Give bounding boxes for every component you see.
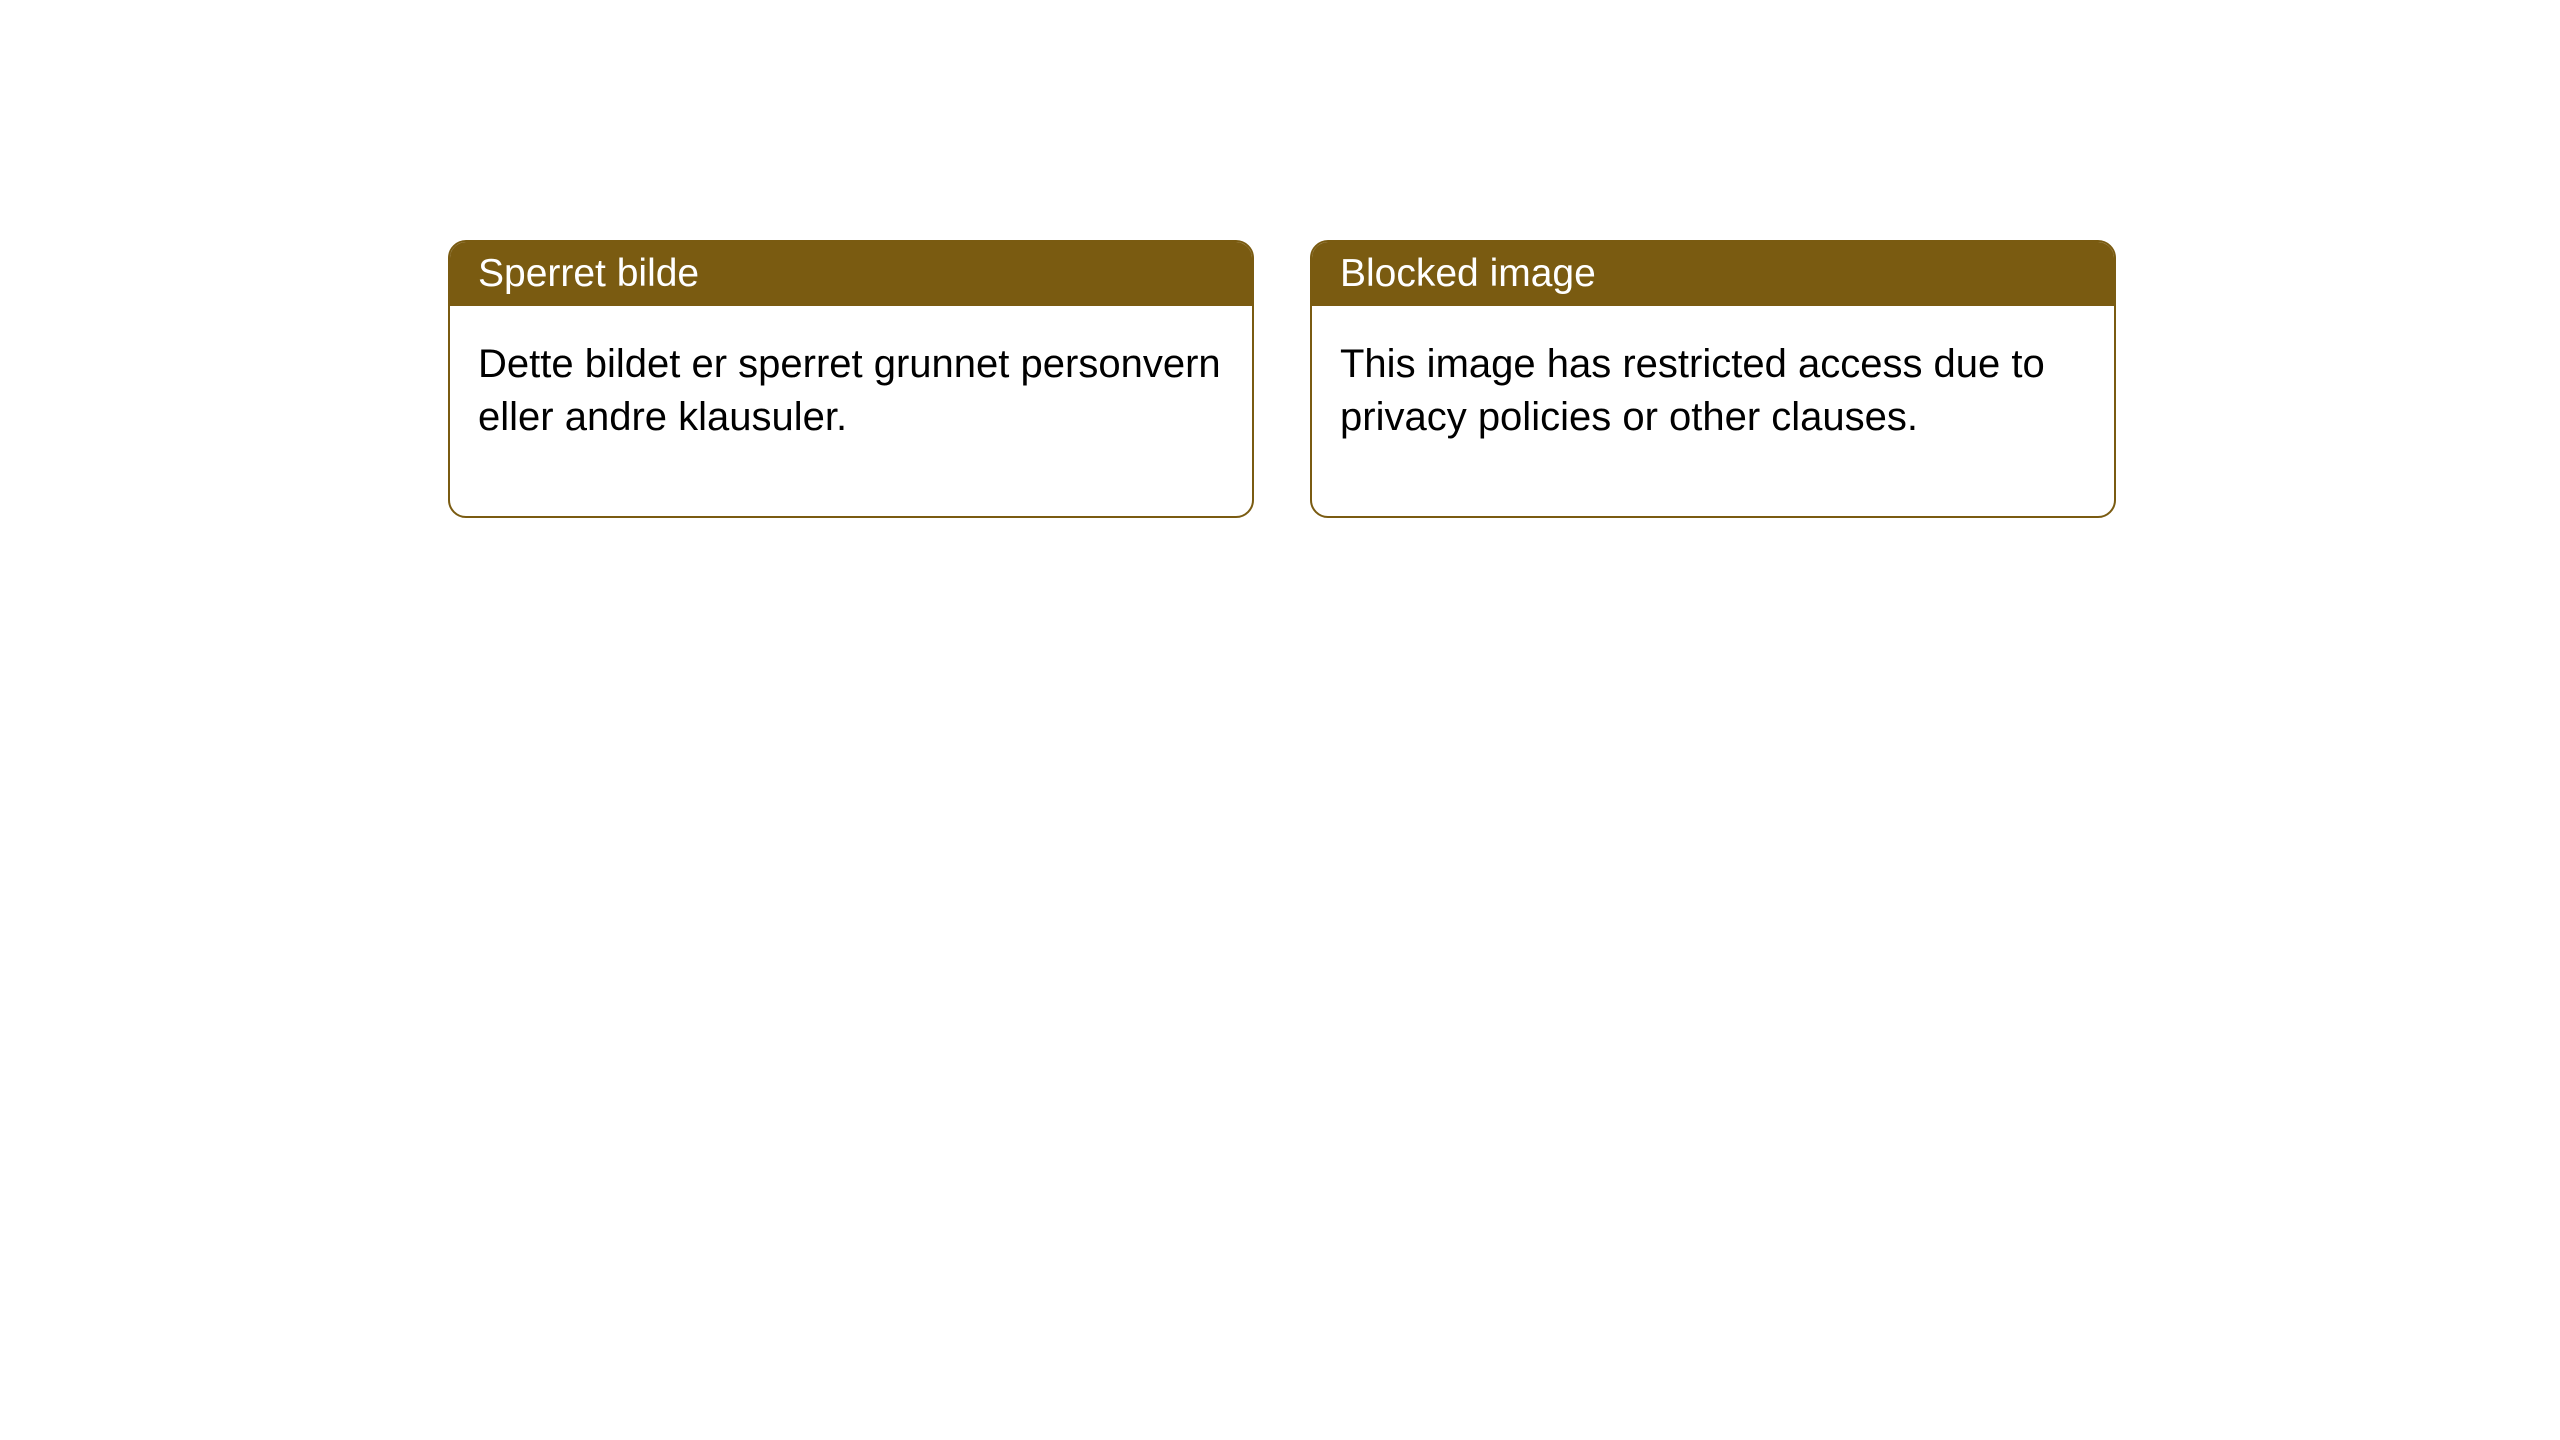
blocked-image-card-norwegian: Sperret bilde Dette bildet er sperret gr…: [448, 240, 1254, 518]
card-body-english: This image has restricted access due to …: [1312, 306, 2114, 516]
card-header-norwegian: Sperret bilde: [450, 242, 1252, 306]
card-message-norwegian: Dette bildet er sperret grunnet personve…: [478, 342, 1221, 439]
card-title-norwegian: Sperret bilde: [478, 252, 699, 295]
blocked-image-card-english: Blocked image This image has restricted …: [1310, 240, 2116, 518]
card-title-english: Blocked image: [1340, 252, 1596, 295]
card-header-english: Blocked image: [1312, 242, 2114, 306]
card-body-norwegian: Dette bildet er sperret grunnet personve…: [450, 306, 1252, 516]
blocked-image-notice-container: Sperret bilde Dette bildet er sperret gr…: [448, 240, 2116, 518]
card-message-english: This image has restricted access due to …: [1340, 342, 2045, 439]
